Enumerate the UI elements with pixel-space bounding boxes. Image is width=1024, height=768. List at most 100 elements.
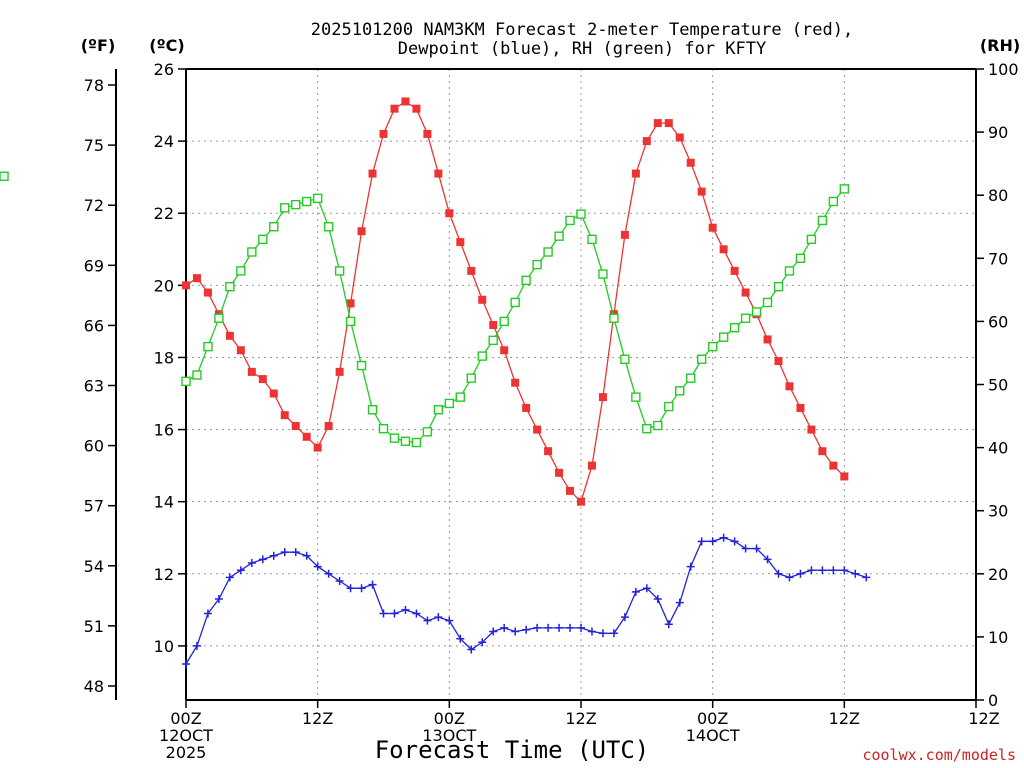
celsius-tick-label: 10 (154, 637, 174, 656)
rh-point (214, 313, 224, 323)
dewpoint-point (730, 537, 739, 546)
rh-tick-label: 50 (988, 376, 1008, 395)
celsius-tick-label: 14 (154, 493, 174, 512)
rh-point (521, 275, 531, 286)
rh-point (269, 222, 279, 232)
rh-point (334, 266, 345, 276)
dewpoint-point (840, 566, 849, 575)
celsius-tick-label: 26 (154, 60, 174, 79)
rh-point (0, 171, 9, 181)
rh-point (192, 370, 202, 380)
dewpoint-point (807, 566, 816, 575)
dewpoint-point (489, 627, 498, 636)
fahrenheit-unit-label: (ºF) (81, 36, 116, 55)
2-meter-temperature-point (555, 468, 564, 477)
rh-point (806, 234, 817, 245)
2-meter-temperature-point (368, 169, 377, 178)
dewpoint-point (675, 598, 684, 607)
rh-point (751, 307, 762, 317)
dewpoint-point (412, 609, 421, 618)
dewpoint-point (456, 634, 465, 643)
rh-point (455, 392, 466, 402)
rh-point (477, 351, 487, 361)
chart-title-line2: Dewpoint (blue), RH (green) for KFTY (398, 39, 766, 59)
2-meter-temperature-point (456, 238, 465, 247)
rh-point (543, 247, 553, 257)
dewpoint-point (774, 569, 783, 578)
rh-tick-label: 10 (988, 628, 1008, 647)
rh-point (488, 335, 498, 346)
rh-point (400, 436, 411, 446)
2-meter-temperature-point (280, 411, 289, 420)
rh-point (773, 281, 784, 292)
rh-point (707, 341, 718, 352)
2-meter-temperature-point (840, 472, 849, 481)
series-layer (0, 97, 871, 668)
rh-tick-label: 40 (988, 439, 1008, 458)
dewpoint-point (818, 566, 827, 575)
dewpoint-point (335, 577, 344, 586)
2-meter-temperature-point (478, 295, 487, 304)
fahrenheit-tick-label: 78 (84, 76, 104, 95)
dewpoint-point (741, 544, 750, 553)
rh-point (762, 297, 773, 308)
2-meter-temperature-point (807, 425, 816, 434)
rh-point (729, 323, 740, 333)
fahrenheit-tick-label: 60 (84, 437, 104, 456)
x-tick-label: 14OCT (686, 726, 740, 745)
rh-point (301, 196, 312, 207)
dewpoint-point (785, 573, 794, 582)
2-meter-temperature-point (631, 169, 640, 178)
dewpoint-point (500, 623, 509, 632)
dewpoint-point (862, 573, 871, 582)
rh-point (620, 354, 630, 364)
dewpoint-point (280, 548, 289, 557)
rh-point (323, 222, 334, 232)
2-meter-temperature-point (675, 133, 684, 142)
grid-lines (186, 69, 976, 700)
rh-point (664, 401, 674, 412)
2-meter-temperature-point (390, 104, 399, 113)
rh-point (576, 209, 586, 219)
celsius-unit-label: (ºC) (149, 36, 184, 55)
dewpoint-point (555, 623, 564, 632)
rh-point (839, 184, 850, 194)
chart-title-line1: 2025101200 NAM3KM Forecast 2-meter Tempe… (311, 20, 853, 40)
dewpoint-point (445, 616, 454, 625)
2-meter-temperature-point (785, 382, 794, 391)
dewpoint-point (302, 551, 311, 560)
rh-tick-label: 30 (988, 502, 1008, 521)
2-meter-temperature-point (686, 158, 695, 167)
2-meter-temperature-point (697, 187, 706, 196)
2-meter-temperature-point (587, 461, 596, 470)
rh-point (444, 398, 455, 409)
dewpoint-point (664, 620, 673, 629)
x-tick-label: 12Z (302, 709, 333, 728)
rh-tick-label: 90 (988, 123, 1008, 142)
2-meter-temperature-point (719, 245, 728, 254)
rh-point (236, 266, 246, 276)
rh-tick-label: 100 (988, 60, 1019, 79)
2-meter-temperature-point (522, 403, 531, 412)
axes (108, 68, 984, 708)
dewpoint-point (697, 537, 706, 546)
2-meter-temperature-point (324, 421, 333, 430)
credit-label: coolwx.com/models (862, 746, 1016, 764)
celsius-tick-label: 22 (154, 204, 174, 223)
dewpoint-point (511, 627, 520, 636)
celsius-tick-label: 20 (154, 276, 174, 295)
2-meter-temperature-point (642, 137, 651, 146)
dewpoint-point (566, 623, 575, 632)
dewpoint-point (631, 587, 640, 596)
2-meter-temperature-point (192, 274, 201, 283)
dewpoint-point (258, 555, 267, 564)
dewpoint-point (346, 584, 355, 593)
rh-point (642, 423, 652, 434)
rh-point (784, 266, 795, 276)
x-tick-label: 12Z (968, 709, 999, 728)
dewpoint-point (401, 605, 410, 614)
2-meter-temperature-point (467, 266, 476, 275)
2-meter-temperature-point (379, 129, 388, 138)
dewpoint-point (708, 537, 717, 546)
